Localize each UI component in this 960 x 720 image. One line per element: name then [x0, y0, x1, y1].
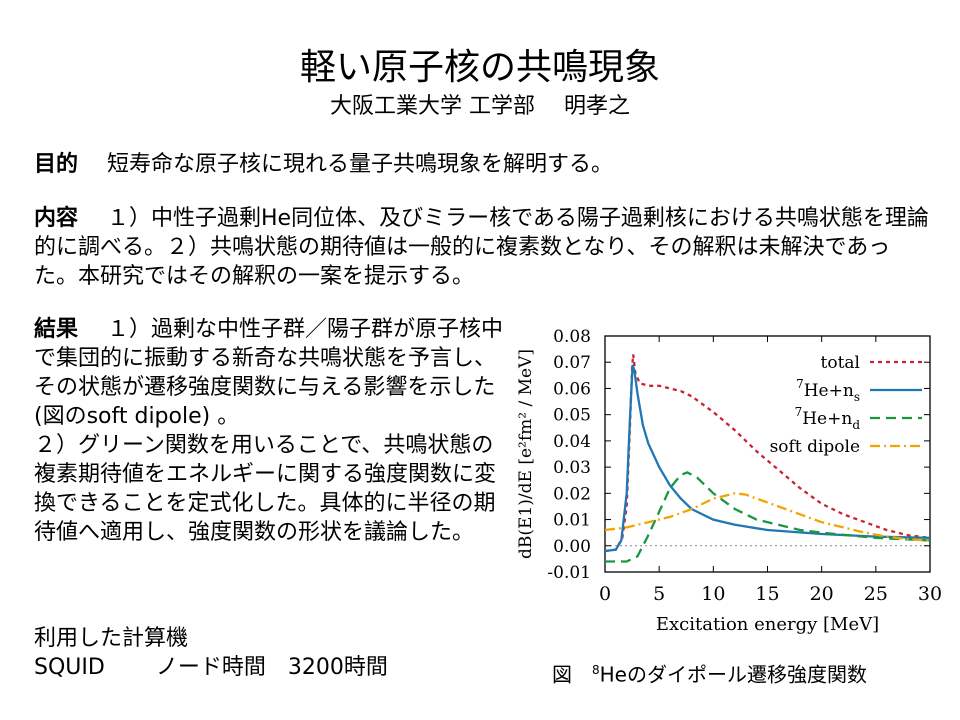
x-tick-label: 10	[701, 583, 725, 605]
computer-section: 利用した計算機 SQUID ノード時間 3200時間	[34, 624, 504, 682]
legend-label-3: 7He+nd	[795, 405, 861, 432]
caption-prefix: 図	[552, 662, 572, 687]
y-tick-label: 0.07	[553, 353, 591, 373]
caption-mass-number: 8	[592, 663, 600, 677]
series-line-4	[604, 492, 931, 542]
content-label: 内容	[34, 206, 79, 231]
y-tick-label: 0.00	[553, 537, 591, 557]
y-tick-label: 0.01	[553, 511, 591, 531]
legend-label-4: soft dipole	[770, 437, 860, 457]
computer-label: 利用した計算機	[34, 626, 189, 651]
page-title: 軽い原子核の共鳴現象	[299, 47, 660, 88]
dipole-strength-chart: 0 5 10 15 20 25 30 -0.01 0.00 0.01 0.02 0.03 0.04 0.0…	[516, 327, 942, 635]
result-section: 結果 １）過剰な中性子群／陽子群が原子核中で集団的に振動する新奇な共鳴状態を予言…	[34, 315, 504, 547]
author-affiliation: 大阪工業大学 工学部 明孝之	[330, 94, 630, 119]
content-section: 内容 １）中性子過剰He同位体、及びミラー核である陽子過剰核における共鳴状態を理…	[34, 204, 934, 291]
caption-text: Heのダイポール遷移強度関数	[599, 662, 867, 687]
x-tick-label: 25	[864, 583, 888, 605]
purpose-text: 短寿命な原子核に現れる量子共鳴現象を解明する。	[107, 152, 614, 177]
y-tick-label: 0.02	[553, 484, 591, 504]
computer-usage: ノード時間	[155, 655, 266, 680]
result-text-2: ２）グリーン関数を用いることで、共鳴状態の複素期待値をエネルギーに関する強度関数…	[34, 433, 497, 545]
y-axis-label: dB(E1)/dE [e²fm² / MeV]	[516, 349, 536, 559]
legend-label-1: total	[821, 353, 860, 373]
x-axis-label: Excitation energy [MeV]	[656, 614, 879, 635]
y-tick-label: 0.05	[553, 406, 591, 426]
series-line-3	[605, 471, 931, 563]
result-label: 結果	[34, 317, 79, 342]
y-tick-label: 0.03	[553, 458, 591, 478]
x-tick-label: 20	[810, 583, 834, 605]
y-tick-label: 0.04	[553, 432, 591, 452]
result-text-1: １）過剰な中性子群／陽子群が原子核中で集団的に振動する新奇な共鳴状態を予言し、そ…	[34, 317, 504, 429]
x-tick-label: 5	[653, 583, 665, 605]
y-tick-label: 0.08	[553, 327, 591, 347]
x-tick-label: 30	[918, 583, 942, 605]
purpose-label: 目的	[34, 152, 79, 177]
y-tick-label: -0.01	[547, 563, 591, 583]
purpose-section: 目的 短寿命な原子核に現れる量子共鳴現象を解明する。	[34, 150, 934, 179]
series-line-2	[604, 364, 931, 553]
x-tick-label: 15	[755, 583, 779, 605]
x-tick-label: 0	[599, 583, 611, 605]
computer-usage-line: SQUID ノード時間 3200時間	[34, 653, 504, 682]
computer-hours: 3200時間	[287, 655, 388, 680]
figure-caption: 図 8Heのダイポール遷移強度関数	[552, 656, 867, 689]
computer-name: SQUID	[34, 655, 105, 680]
content-text: １）中性子過剰He同位体、及びミラー核である陽子過剰核における共鳴状態を理論的に…	[34, 206, 929, 289]
legend-label-2: 7He+ns	[796, 377, 860, 404]
y-tick-label: 0.06	[553, 379, 591, 399]
